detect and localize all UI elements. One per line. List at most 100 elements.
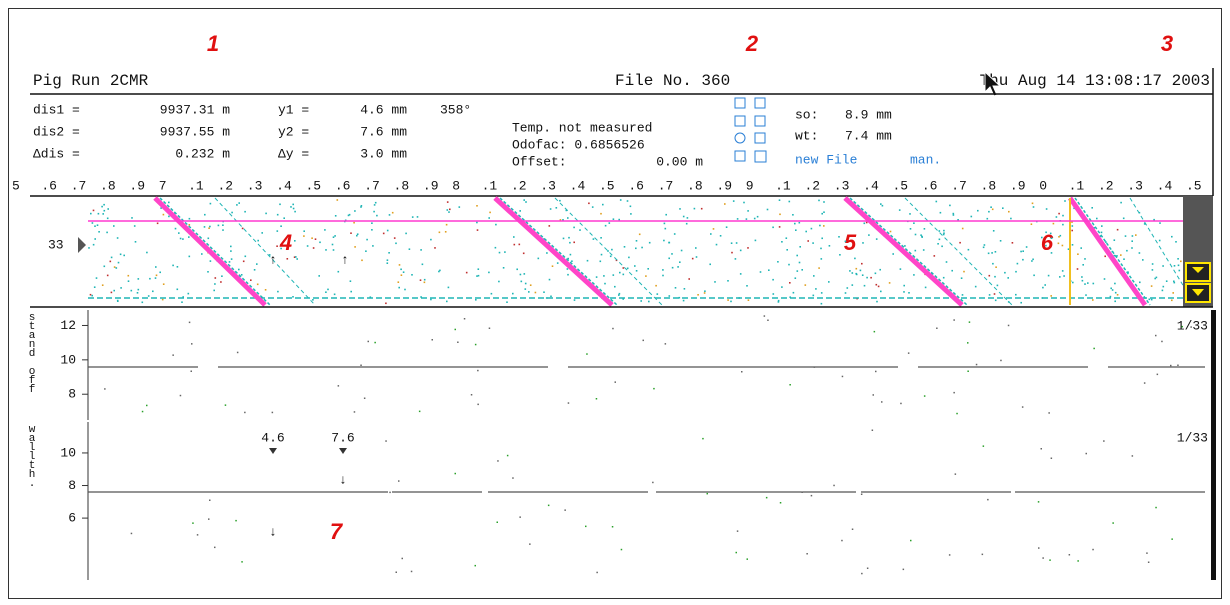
speckle xyxy=(720,235,722,237)
speckle xyxy=(1085,294,1087,296)
new-file[interactable]: new File xyxy=(795,152,857,167)
right-bar xyxy=(1211,310,1216,580)
speckle xyxy=(116,267,118,269)
speckle xyxy=(295,256,297,258)
speckle xyxy=(303,230,305,232)
speckle xyxy=(476,275,478,277)
icon[interactable] xyxy=(735,98,745,108)
y-tick-label: 12 xyxy=(60,318,76,333)
speckle xyxy=(845,292,847,294)
speckle xyxy=(280,248,282,250)
icon[interactable] xyxy=(735,151,745,161)
icon[interactable] xyxy=(755,133,765,143)
speckle xyxy=(587,260,589,262)
speckle xyxy=(293,208,295,210)
speckle xyxy=(731,242,733,244)
speckle xyxy=(333,236,335,238)
speckle xyxy=(191,343,193,345)
speckle xyxy=(338,385,340,387)
speckle xyxy=(1132,235,1134,237)
speckle xyxy=(992,209,994,211)
speckle xyxy=(593,238,595,240)
speckle xyxy=(250,279,252,281)
speckle xyxy=(730,301,732,303)
speckle xyxy=(740,273,742,275)
mode[interactable]: man. xyxy=(910,152,941,167)
speckle xyxy=(601,254,603,256)
speckle xyxy=(1058,213,1060,215)
icon[interactable] xyxy=(735,133,745,143)
icon[interactable] xyxy=(755,116,765,126)
speckle xyxy=(697,294,699,296)
speckle xyxy=(569,242,571,244)
speckle xyxy=(747,210,749,212)
speckle xyxy=(424,279,426,281)
speckle xyxy=(1131,240,1133,242)
speckle xyxy=(394,237,396,239)
tool-icons[interactable] xyxy=(735,98,766,162)
speckle xyxy=(477,370,479,372)
speckle xyxy=(623,274,625,276)
speckle xyxy=(686,223,688,225)
speckle xyxy=(786,249,788,251)
speckle xyxy=(1112,522,1114,524)
speckle xyxy=(208,238,210,240)
speckle xyxy=(890,231,892,233)
speckle xyxy=(1051,252,1053,254)
speckle xyxy=(1112,289,1114,291)
scale-label: .8 xyxy=(981,178,997,193)
scale-label: .2 xyxy=(511,178,527,193)
speckle xyxy=(372,245,374,247)
scale-label: 7 xyxy=(159,178,167,193)
speckle xyxy=(90,213,92,215)
icon[interactable] xyxy=(755,98,765,108)
speckle xyxy=(546,252,548,254)
speckle xyxy=(801,492,803,494)
speckle xyxy=(403,271,405,273)
speckle xyxy=(208,227,210,229)
speckle xyxy=(1114,283,1116,285)
speckle xyxy=(648,301,650,303)
speckle xyxy=(636,240,638,242)
speckle xyxy=(172,265,174,267)
speckle xyxy=(983,445,985,447)
speckle xyxy=(674,233,676,235)
speckle xyxy=(220,281,222,283)
speckle xyxy=(1033,206,1035,208)
speckle xyxy=(1174,265,1176,267)
speckle xyxy=(354,411,356,413)
speckle xyxy=(294,240,296,242)
speckle xyxy=(178,232,180,234)
speckle xyxy=(588,203,590,205)
speckle xyxy=(159,272,161,274)
speckle xyxy=(864,223,866,225)
speckle xyxy=(155,277,157,279)
speckle xyxy=(157,223,159,225)
icon[interactable] xyxy=(735,116,745,126)
speckle xyxy=(401,274,403,276)
annotation: 4 xyxy=(279,230,292,255)
speckle xyxy=(210,203,212,205)
speckle xyxy=(1049,559,1051,561)
speckle xyxy=(1056,216,1058,218)
speckle xyxy=(737,218,739,220)
speckle xyxy=(476,205,478,207)
speckle xyxy=(98,213,100,215)
speckle xyxy=(971,216,973,218)
speckle xyxy=(746,285,748,287)
speckle xyxy=(627,268,629,270)
speckle xyxy=(98,231,100,233)
speckle xyxy=(967,371,969,373)
speckle xyxy=(148,295,150,297)
speckle xyxy=(512,293,514,295)
speckle xyxy=(635,248,637,250)
speckle xyxy=(1123,258,1125,260)
speckle xyxy=(1082,264,1084,266)
speckle xyxy=(420,249,422,251)
icon[interactable] xyxy=(755,151,766,162)
speckle xyxy=(618,219,620,221)
speckle xyxy=(991,252,993,254)
speckle xyxy=(879,269,881,271)
speckle xyxy=(781,286,783,288)
speckle xyxy=(1157,374,1159,376)
